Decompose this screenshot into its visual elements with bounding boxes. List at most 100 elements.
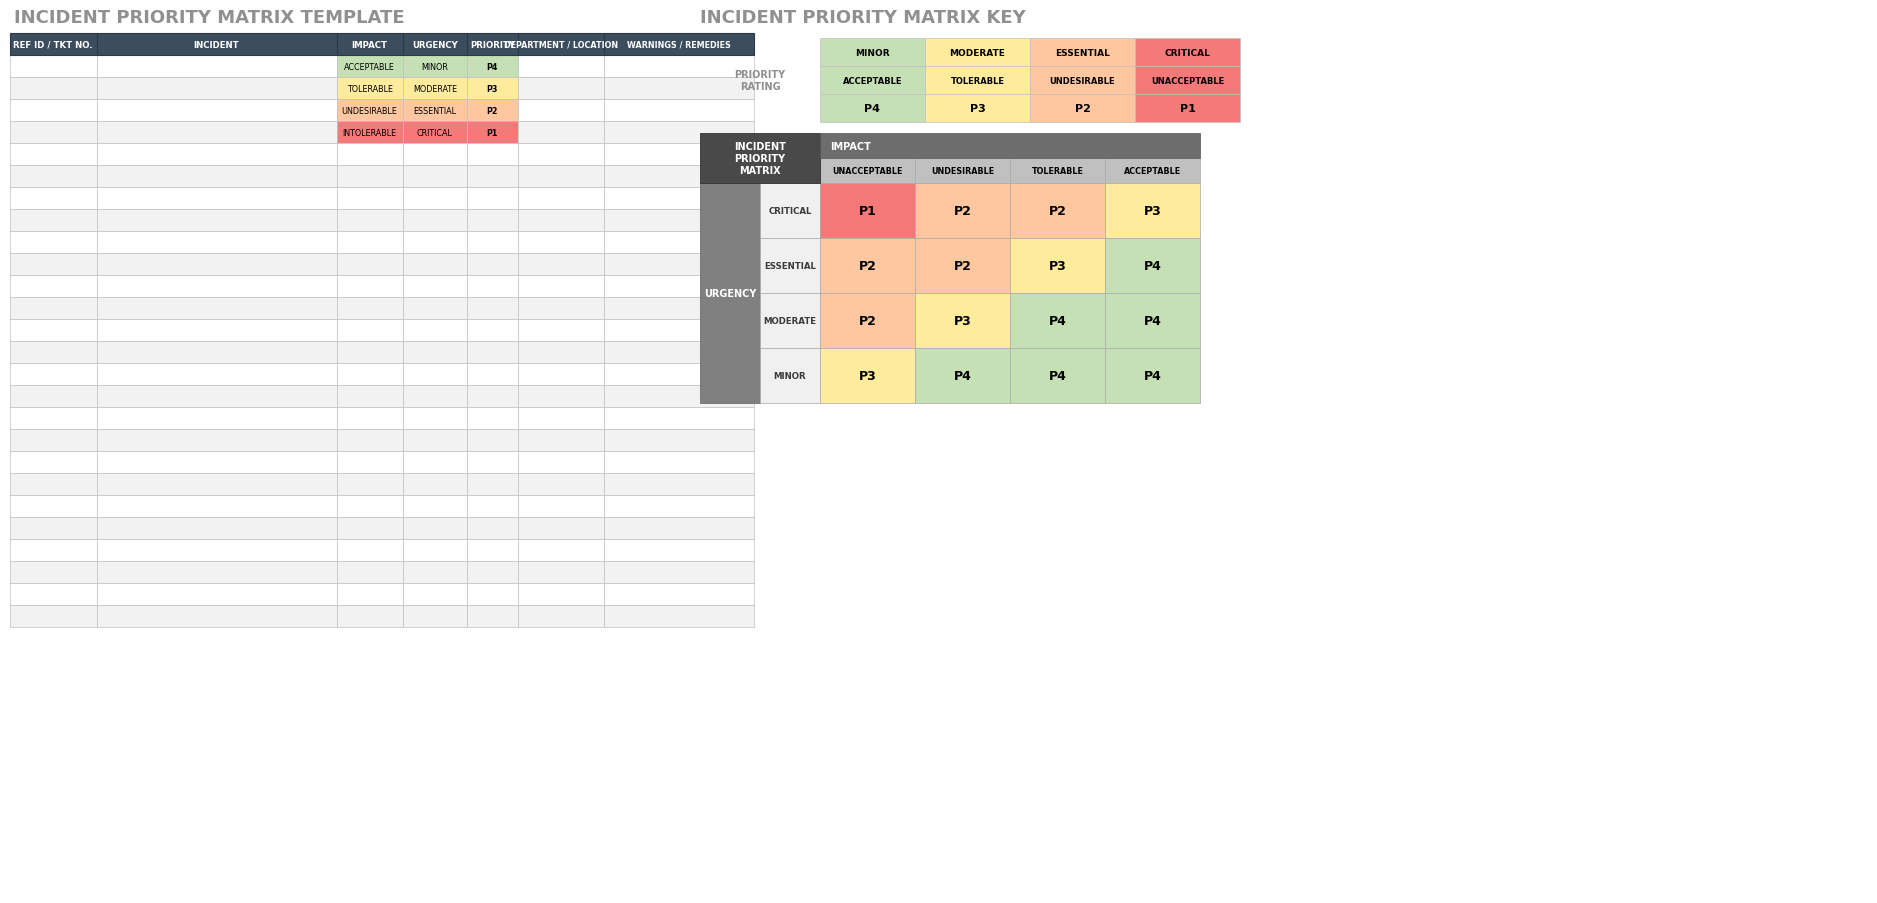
Bar [914,159,1010,184]
Bar [760,184,820,238]
Bar [336,122,404,144]
Bar [96,34,336,56]
Bar [1010,238,1106,293]
Text: ESSENTIAL: ESSENTIAL [1055,49,1109,58]
Bar [604,144,753,166]
Bar [336,188,404,209]
Bar [467,430,518,452]
Bar [336,496,404,517]
Bar [467,364,518,386]
Bar [336,298,404,320]
Bar [518,232,604,254]
Bar [96,341,336,364]
Text: P4: P4 [1143,260,1162,273]
Bar [604,100,753,122]
Bar [700,184,760,404]
Bar [336,209,404,232]
Bar [1106,349,1199,404]
Bar [604,320,753,341]
Bar [404,34,467,56]
Bar [9,100,96,122]
Bar [9,473,96,496]
Bar [1030,67,1136,95]
Bar [96,473,336,496]
Text: P3: P3 [954,314,972,328]
Bar [9,34,96,56]
Bar [820,238,914,293]
Bar [518,452,604,473]
Bar [925,95,1030,123]
Bar [604,562,753,583]
Bar [467,275,518,298]
Bar [404,364,467,386]
Bar [336,517,404,539]
Bar [467,562,518,583]
Bar [820,95,925,123]
Bar [760,293,820,349]
Bar [467,473,518,496]
Bar [604,539,753,562]
Bar [467,188,518,209]
Bar [336,386,404,407]
Bar [96,430,336,452]
Bar [404,386,467,407]
Text: P1: P1 [858,205,877,218]
Text: P2: P2 [954,205,972,218]
Bar [604,496,753,517]
Bar [1010,349,1106,404]
Bar [404,275,467,298]
Text: PRIORITY
RATING: PRIORITY RATING [734,70,786,92]
Text: P4: P4 [865,104,880,114]
Bar [1136,39,1241,67]
Bar [404,100,467,122]
Text: P4: P4 [486,62,497,71]
Bar [96,496,336,517]
Bar [518,122,604,144]
Bar [404,562,467,583]
Text: P1: P1 [486,128,497,137]
Bar [467,56,518,78]
Text: ESSENTIAL: ESSENTIAL [764,262,816,271]
Bar [96,254,336,275]
Bar [404,209,467,232]
Text: P1: P1 [1179,104,1196,114]
Bar [96,100,336,122]
Bar [404,78,467,100]
Bar [518,386,604,407]
Bar [820,134,1199,159]
Bar [604,166,753,188]
Bar [518,56,604,78]
Bar [9,275,96,298]
Text: TOLERABLE: TOLERABLE [950,77,1004,86]
Text: UNDESIRABLE: UNDESIRABLE [342,107,398,116]
Bar [336,341,404,364]
Bar [820,159,914,184]
Text: ACCEPTABLE: ACCEPTABLE [343,62,394,71]
Bar [820,184,914,238]
Bar [518,144,604,166]
Bar [518,209,604,232]
Bar [9,144,96,166]
Text: P4: P4 [954,369,972,383]
Bar [518,100,604,122]
Bar [604,188,753,209]
Text: P2: P2 [858,314,877,328]
Text: P4: P4 [1143,314,1162,328]
Bar [467,341,518,364]
Bar [1136,67,1241,95]
Bar [336,275,404,298]
Bar [96,583,336,605]
Text: P4: P4 [1143,369,1162,383]
Bar [518,34,604,56]
Bar [404,430,467,452]
Bar [96,407,336,430]
Text: WARNINGS / REMEDIES: WARNINGS / REMEDIES [627,41,730,50]
Bar [96,298,336,320]
Text: ACCEPTABLE: ACCEPTABLE [1124,167,1181,176]
Text: MODERATE: MODERATE [764,317,816,326]
Bar [467,298,518,320]
Bar [604,452,753,473]
Bar [336,232,404,254]
Text: P4: P4 [1049,314,1066,328]
Bar [604,122,753,144]
